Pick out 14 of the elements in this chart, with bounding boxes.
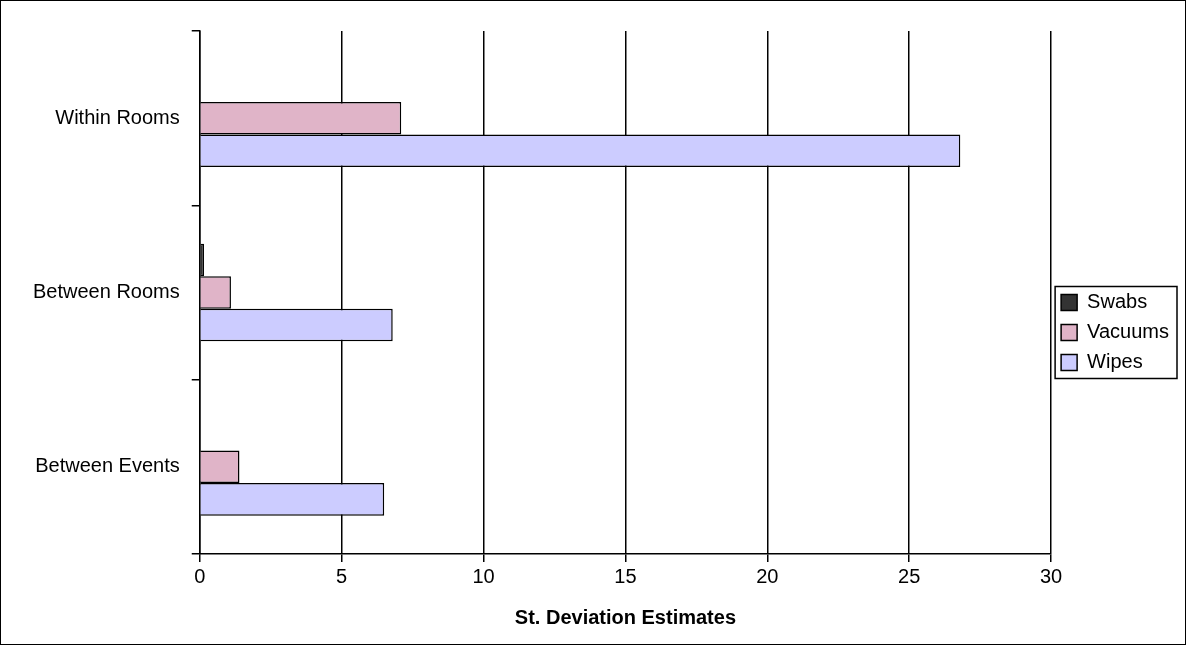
x-tick-label: 15 <box>614 564 637 587</box>
y-tick-label: Between Rooms <box>32 280 180 303</box>
x-tick-label: 10 <box>472 564 495 587</box>
x-tick-label: 20 <box>756 564 779 587</box>
y-tick-label: Between Events <box>35 454 180 477</box>
x-tick-label: 5 <box>336 564 348 587</box>
legend-label: Vacuums <box>1087 320 1170 343</box>
x-tick-label: 25 <box>898 564 921 587</box>
x-axis-title: St. Deviation Estimates <box>514 605 737 628</box>
x-tick-label: 30 <box>1039 564 1063 587</box>
x-tick-label: 0 <box>194 564 206 587</box>
legend-label: Swabs <box>1087 290 1148 313</box>
legend-label: Wipes <box>1087 350 1143 373</box>
y-tick-label: Within Rooms <box>55 105 180 128</box>
